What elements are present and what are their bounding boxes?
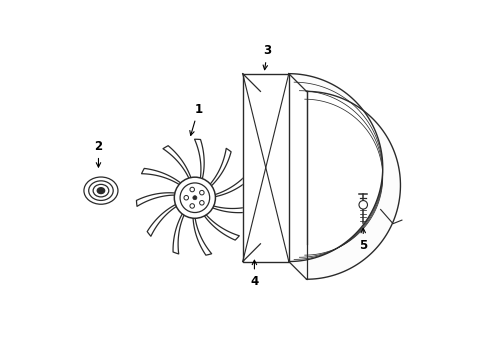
Polygon shape	[202, 212, 239, 240]
Circle shape	[358, 201, 367, 209]
Circle shape	[199, 190, 203, 195]
Ellipse shape	[93, 184, 108, 197]
Circle shape	[183, 195, 188, 200]
Circle shape	[180, 183, 209, 212]
Polygon shape	[163, 146, 191, 181]
Ellipse shape	[97, 188, 104, 194]
Polygon shape	[208, 148, 231, 188]
Polygon shape	[260, 91, 306, 244]
Text: 3: 3	[263, 44, 271, 70]
Text: 2: 2	[94, 140, 102, 167]
Polygon shape	[193, 215, 211, 255]
Ellipse shape	[88, 181, 113, 201]
Circle shape	[174, 177, 215, 218]
Text: 1: 1	[189, 103, 202, 135]
Polygon shape	[173, 211, 185, 254]
Polygon shape	[212, 173, 250, 197]
Polygon shape	[147, 203, 179, 236]
Circle shape	[192, 196, 197, 200]
Polygon shape	[288, 74, 400, 279]
Polygon shape	[209, 205, 252, 213]
Circle shape	[199, 201, 203, 205]
Circle shape	[189, 204, 194, 208]
Text: 4: 4	[250, 260, 258, 288]
Text: 5: 5	[358, 228, 366, 252]
Polygon shape	[136, 193, 178, 206]
Circle shape	[189, 187, 194, 192]
Ellipse shape	[84, 177, 118, 204]
Polygon shape	[141, 168, 183, 186]
Polygon shape	[288, 74, 382, 261]
Polygon shape	[288, 74, 400, 279]
Polygon shape	[242, 74, 288, 261]
Polygon shape	[194, 139, 204, 181]
